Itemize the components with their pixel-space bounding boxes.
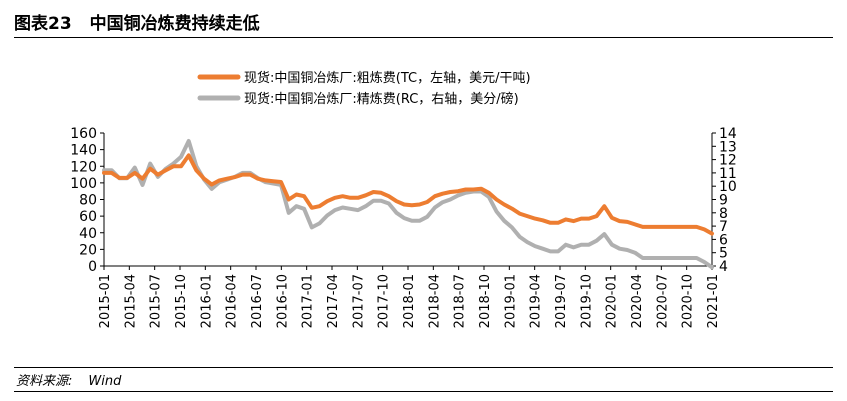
left-axis-tick-label: 40 <box>79 226 97 242</box>
x-axis-tick-label: 2016-10 <box>275 274 290 328</box>
x-axis-tick-label: 2020-04 <box>630 274 645 328</box>
left-axis-tick-label: 100 <box>70 176 97 192</box>
x-axis-tick-label: 2015-07 <box>149 274 164 328</box>
right-axis-tick-label: 13 <box>719 139 737 155</box>
legend-rc-label: 现货:中国铜冶炼厂:精炼费(RC，右轴，美分/磅) <box>244 91 519 107</box>
right-axis-tick-label: 7 <box>719 219 728 235</box>
source-divider-bottom <box>14 391 833 392</box>
x-axis-tick-label: 2020-07 <box>655 274 670 328</box>
left-axis-tick-label: 60 <box>79 209 97 225</box>
right-axis-tick-label: 14 <box>719 126 737 142</box>
x-axis-tick-label: 2017-07 <box>351 274 366 328</box>
figure-title-row: 图表23 中国铜冶炼费持续走低 <box>14 9 260 34</box>
left-axis-tick-label: 120 <box>70 159 97 175</box>
tc-series-line <box>102 153 714 236</box>
x-axis-tick-label: 2021-01 <box>706 274 721 328</box>
x-axis-tick-label: 2015-01 <box>98 274 113 328</box>
right-axis-tick-label: 8 <box>719 206 728 222</box>
figure-label: 图表23 <box>14 14 72 34</box>
right-axis-tick-label: 5 <box>719 246 728 262</box>
x-axis-tick-label: 2018-01 <box>402 274 417 328</box>
left-axis-tick-label: 20 <box>79 242 97 258</box>
right-axis-tick-label: 11 <box>719 166 737 182</box>
left-axis-tick-label: 0 <box>88 259 97 275</box>
x-axis-tick-label: 2016-04 <box>225 274 240 328</box>
source-value: Wind <box>88 374 122 389</box>
x-axis-tick-label: 2018-04 <box>427 274 442 328</box>
x-axis-tick-label: 2015-10 <box>174 274 189 328</box>
source-divider-top <box>14 367 833 368</box>
left-axis-tick-label: 140 <box>70 143 97 159</box>
right-axis-tick-label: 12 <box>719 153 737 169</box>
x-axis-tick-label: 2020-10 <box>681 274 696 328</box>
x-axis-tick-label: 2019-10 <box>579 274 594 328</box>
x-axis-tick-label: 2016-07 <box>250 274 265 328</box>
legend-tc-label: 现货:中国铜冶炼厂:粗炼费(TC，左轴，美元/干吨) <box>244 70 531 86</box>
x-axis-tick-label: 2016-01 <box>199 274 214 328</box>
x-axis-tick-label: 2018-07 <box>453 274 468 328</box>
x-axis-tick-label: 2020-01 <box>605 274 620 328</box>
left-axis-tick-label: 80 <box>79 193 97 209</box>
x-axis-tick-label: 2019-07 <box>554 274 569 328</box>
x-axis-tick-label: 2019-04 <box>529 274 544 328</box>
x-axis-tick-label: 2015-04 <box>123 274 138 328</box>
x-axis-tick-label: 2017-01 <box>301 274 316 328</box>
x-axis-tick-label: 2017-10 <box>377 274 392 328</box>
right-axis-tick-label: 10 <box>719 179 737 195</box>
x-axis-tick-label: 2017-04 <box>326 274 341 328</box>
title-divider <box>14 37 833 38</box>
figure-title: 中国铜冶炼费持续走低 <box>89 14 260 34</box>
x-axis-tick-label: 2019-01 <box>503 274 518 328</box>
source-note: 资料来源: Wind <box>16 370 121 389</box>
left-axis-tick-label: 160 <box>70 126 97 142</box>
right-axis-tick-label: 4 <box>719 259 728 275</box>
x-axis-tick-label: 2018-10 <box>478 274 493 328</box>
source-label: 资料来源: <box>16 374 73 389</box>
right-axis-tick-label: 6 <box>719 232 728 248</box>
right-axis-tick-label: 9 <box>719 193 728 209</box>
